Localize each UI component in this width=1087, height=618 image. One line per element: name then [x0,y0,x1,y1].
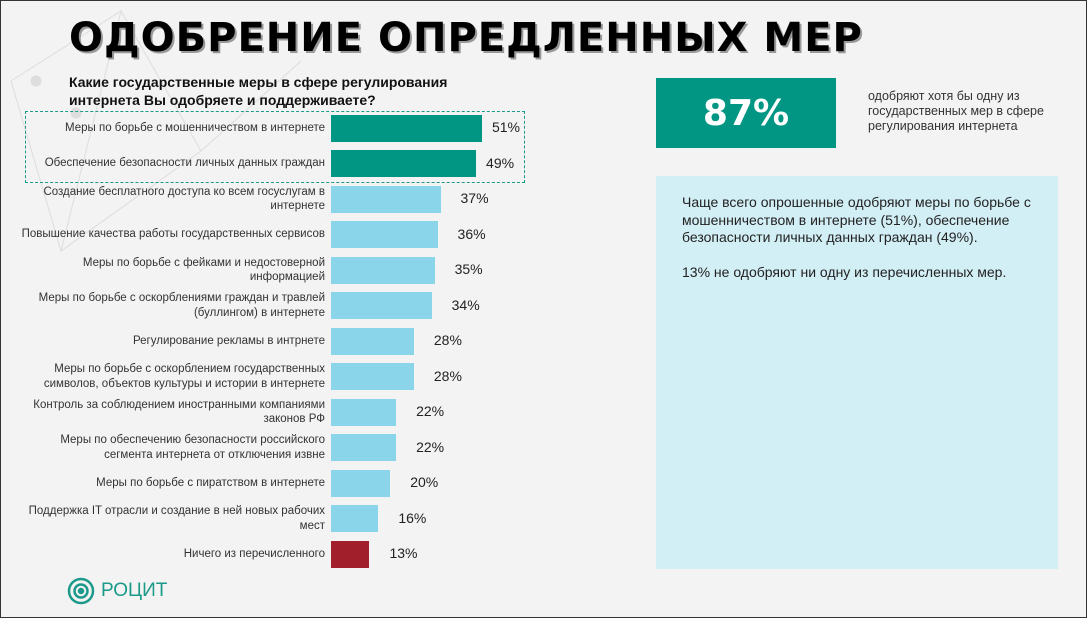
chart-question: Какие государственные меры в сфере регул… [69,74,448,108]
value-label: 13% [389,545,418,561]
category-label: Обеспечение безопасности личных данных г… [44,157,325,169]
bar [331,150,477,177]
bar [331,398,397,426]
category-label: Меры по обеспечению безопасности российс… [60,434,325,461]
value-label: 22% [416,438,445,455]
category-label: Поддержка IT отрасли и создание в ней но… [28,505,325,532]
summary-paragraph-1: Чаще всего опрошенные одобряют меры по б… [682,194,1031,245]
bar [331,221,438,248]
bar [331,363,414,390]
logo-text: РОЦИТ [101,580,168,601]
approval-stat-box: 87% [656,78,836,148]
bar [331,469,391,497]
bar [331,434,397,461]
bar [331,114,482,142]
page-title: ОДОБРЕНИЕ ОПРЕДЛЕННЫХ МЕР [69,15,863,61]
value-label: 22% [416,403,445,419]
background-network [10,10,302,252]
value-label: 20% [410,474,439,490]
category-label: Регулирование рекламы в интрнете [133,334,325,347]
bar [331,505,379,532]
value-label: 36% [457,225,486,242]
bar [331,292,432,319]
category-label: Повышение качества работы государственны… [21,228,325,240]
summary-paragraph-2: 13% не одобряют ни одну из перечисленных… [682,263,1007,280]
category-label: Меры по борьбе с мошенничеством в интерн… [65,121,325,134]
value-label: 16% [398,509,427,526]
value-label: 35% [454,261,483,277]
bar [331,256,435,284]
rocit-logo: РОЦИТ [67,577,167,605]
category-label: Контроль за соблюдением иностранными ком… [33,398,325,426]
category-label: Меры по борьбе с фейками и недостоверной… [82,256,325,284]
bar [331,185,441,213]
top-items-highlight-box [25,111,525,183]
value-label: 37% [460,190,489,206]
bar [331,540,370,568]
category-label: Меры по борьбе с пиратством в интернете [96,476,325,489]
value-label: 51% [491,119,520,135]
bar-chart: Меры по борьбе с мошенничеством в интерн… [1,1,520,568]
bar [331,327,414,355]
category-label: Создание бесплатного доступа ко всем гос… [43,185,325,213]
target-logo-icon [67,577,95,605]
approval-stat-text: одобряют хотя бы одну из государственных… [868,89,1044,133]
category-label: Меры по борьбе с оскорблением государств… [43,363,325,390]
category-label: Ничего из перечисленного [183,547,325,560]
summary-panel: Чаще всего опрошенные одобряют меры по б… [656,176,1058,569]
value-label: 28% [433,367,462,384]
value-label: 49% [486,154,515,171]
category-label: Меры по борьбе с оскорблениями граждан и… [38,292,325,319]
value-label: 34% [451,296,480,313]
value-label: 28% [433,332,462,348]
